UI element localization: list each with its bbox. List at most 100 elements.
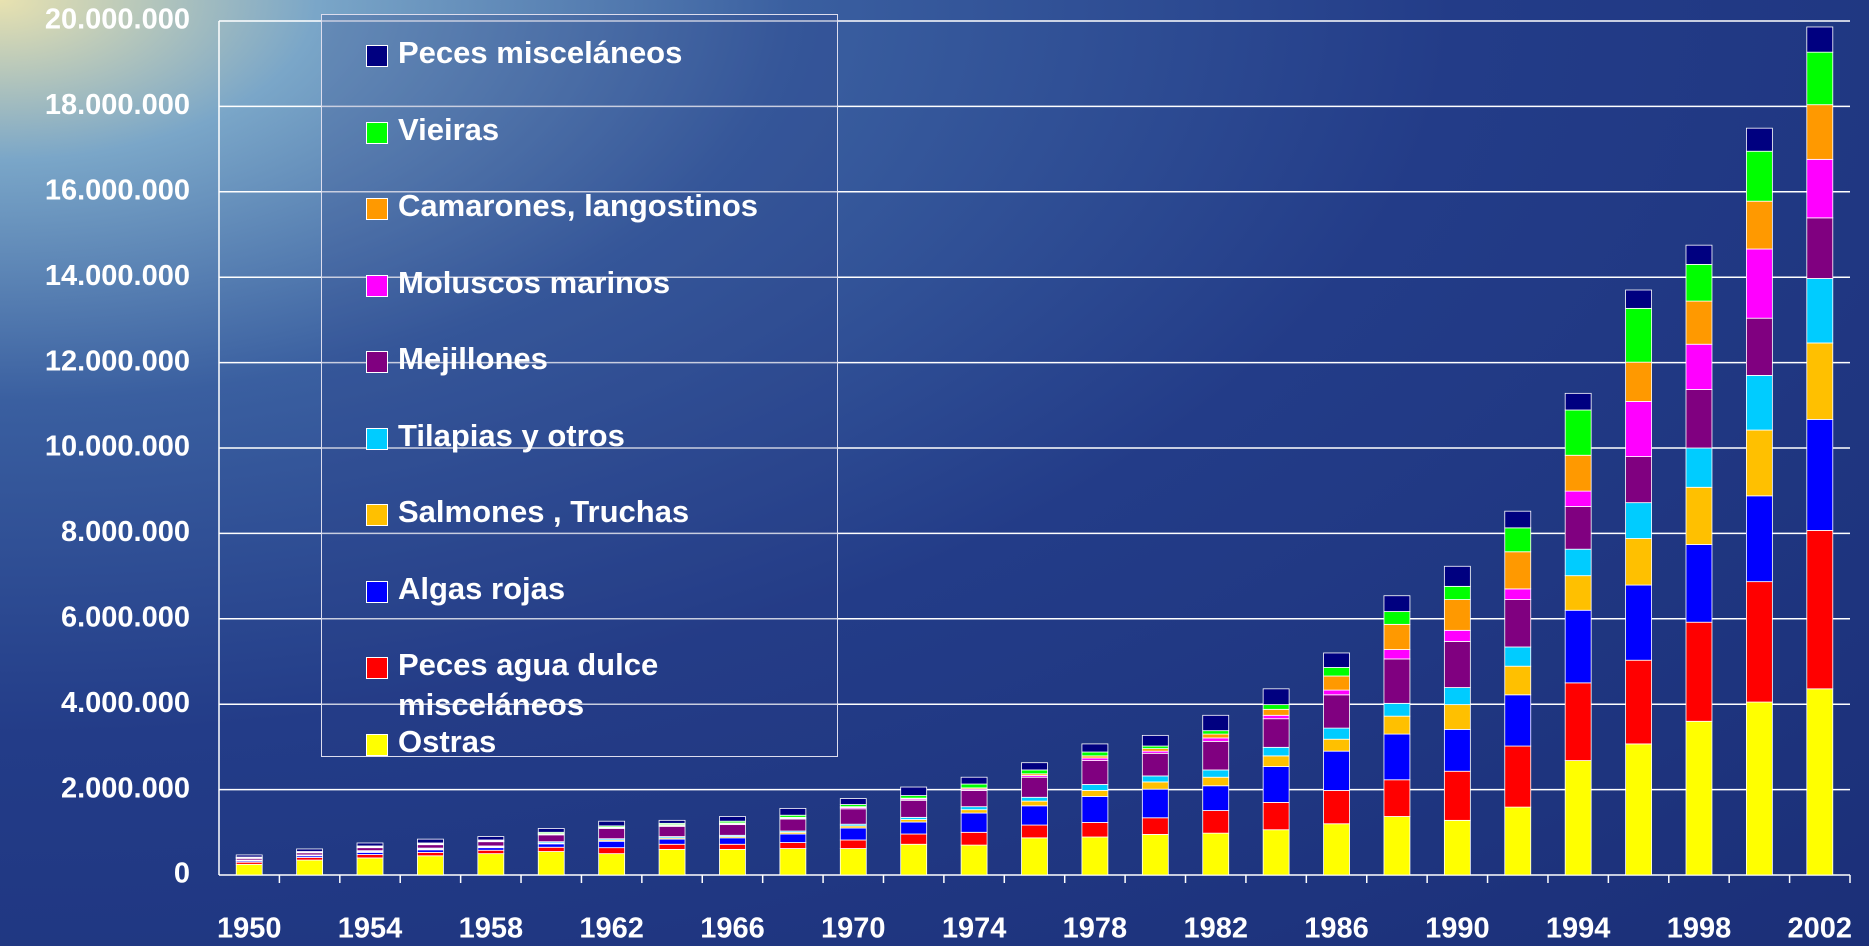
bar-segment	[1626, 362, 1652, 401]
x-tick-label: 1966	[700, 913, 765, 945]
bar-segment	[599, 821, 625, 826]
bar-segment	[1384, 659, 1410, 703]
y-tick-label: 18.000.000	[45, 89, 190, 121]
bar-segment	[1565, 576, 1591, 611]
bar-segment	[1565, 393, 1591, 410]
y-tick-label: 8.000.000	[61, 516, 190, 548]
bar-segment	[1444, 630, 1470, 641]
bar-segment	[1263, 709, 1289, 715]
chart: 02.000.0004.000.0006.000.0008.000.00010.…	[0, 0, 1869, 946]
x-tick-label: 1950	[217, 913, 282, 945]
bar-segment	[478, 850, 504, 853]
bar-segment	[1082, 761, 1108, 785]
bar-segment	[1626, 457, 1652, 503]
bar-segment	[1142, 818, 1168, 835]
bar-segment	[357, 843, 383, 846]
bar-segment	[719, 838, 745, 844]
bar-segment	[961, 784, 987, 788]
bar-segment	[1324, 739, 1350, 751]
legend-label: Peces agua dulce misceláneos	[398, 645, 838, 725]
bar-segment	[1505, 746, 1531, 807]
legend-item: Peces agua dulce misceláneos	[366, 647, 837, 724]
legend-swatch	[366, 275, 388, 297]
bar-segment	[961, 845, 987, 875]
legend-label: Vieiras	[398, 110, 838, 150]
x-tick-label: 1994	[1546, 913, 1611, 945]
bar-segment	[1082, 837, 1108, 875]
bar-segment	[1082, 784, 1108, 790]
bar-segment	[297, 849, 323, 852]
bar-segment	[1203, 738, 1229, 741]
legend-label: Salmones , Truchas	[398, 492, 838, 532]
bar-segment	[1384, 624, 1410, 649]
bar-segment	[840, 828, 866, 840]
bar-segment	[1626, 308, 1652, 362]
bar-segment	[1082, 752, 1108, 756]
bar-segment	[961, 807, 987, 810]
bar-segment	[1142, 782, 1168, 789]
legend-label: Tilapias y otros	[398, 416, 838, 456]
bar-segment	[1324, 653, 1350, 668]
bar-segment	[1746, 151, 1772, 201]
bar-segment	[1384, 716, 1410, 734]
bar-segment	[1263, 715, 1289, 718]
bar-segment	[1324, 790, 1350, 823]
bar-segment	[538, 835, 564, 842]
bar-segment	[1686, 301, 1712, 344]
bar-segment	[1324, 676, 1350, 690]
bar-segment	[1505, 552, 1531, 589]
bar-segment	[1263, 756, 1289, 767]
bar-segment	[1746, 249, 1772, 318]
bar-segment	[1444, 729, 1470, 771]
bar-segment	[1686, 390, 1712, 448]
legend-swatch	[366, 428, 388, 450]
bar-segment	[1807, 52, 1833, 105]
legend-label: Algas rojas	[398, 569, 838, 609]
legend-item: Algas rojas	[366, 571, 837, 648]
y-tick-label: 6.000.000	[61, 601, 190, 633]
x-tick-label: 1954	[338, 913, 403, 945]
bar-segment	[1203, 715, 1229, 730]
bar-segment	[1203, 741, 1229, 770]
legend-item: Ostras	[366, 724, 837, 801]
bar-segment	[1203, 734, 1229, 738]
x-tick-label: 1974	[942, 913, 1007, 945]
bar-segment	[417, 852, 443, 855]
y-tick-label: 12.000.000	[45, 345, 190, 377]
legend-label: Mejillones	[398, 339, 838, 379]
bar-segment	[719, 817, 745, 822]
x-tick-label: 1978	[1063, 913, 1128, 945]
bar-segment	[1142, 735, 1168, 746]
bar-segment	[1022, 797, 1048, 801]
bar-segment	[1263, 719, 1289, 748]
bar-segment	[599, 841, 625, 847]
y-tick-label: 0	[174, 858, 190, 890]
bar-segment	[1686, 344, 1712, 389]
bar-segment	[1444, 705, 1470, 730]
legend-item: Camarones, langostinos	[366, 188, 837, 265]
bar-segment	[1807, 343, 1833, 419]
bar-segment	[1384, 817, 1410, 875]
bar-segment	[1565, 761, 1591, 875]
bar-segment	[1142, 776, 1168, 782]
bar-segment	[1746, 128, 1772, 151]
legend-swatch	[366, 198, 388, 220]
bar-segment	[1807, 27, 1833, 52]
bar-segment	[1263, 802, 1289, 829]
bar-segment	[659, 826, 685, 836]
bar-segment	[901, 844, 927, 875]
bar-segment	[1263, 747, 1289, 756]
bar-segment	[1324, 690, 1350, 695]
bar-segment	[1384, 734, 1410, 780]
bar-segment	[659, 820, 685, 823]
bar-segment	[1565, 610, 1591, 683]
x-tick-label: 1970	[821, 913, 886, 945]
page: 02.000.0004.000.0006.000.0008.000.00010.…	[0, 0, 1869, 946]
legend-item: Moluscos marinos	[366, 265, 837, 342]
bar-segment	[1565, 491, 1591, 506]
bar-segment	[1505, 528, 1531, 552]
bar-segment	[1807, 105, 1833, 160]
bar-segment	[961, 790, 987, 806]
bar-segment	[1686, 545, 1712, 623]
